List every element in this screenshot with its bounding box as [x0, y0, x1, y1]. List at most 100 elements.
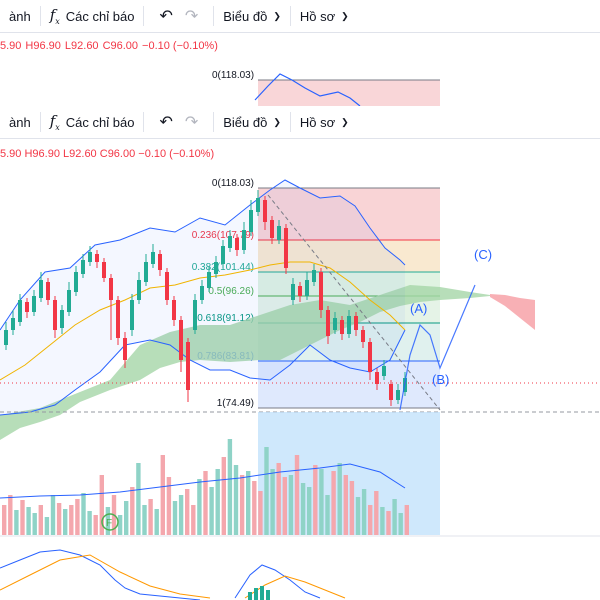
candle-body — [116, 300, 120, 338]
change-value: −0.10 (−0.10%) — [138, 148, 215, 160]
volume-bar — [252, 481, 257, 535]
volume-bar — [117, 515, 123, 535]
event-marker[interactable] — [101, 513, 119, 531]
candle-body — [312, 270, 316, 282]
candle-body — [354, 316, 358, 330]
indicators-button[interactable]: fx Các chỉ báo — [41, 106, 144, 138]
profile-menu-ghost[interactable]: Hồ sơ ❯ — [291, 0, 358, 32]
toolbar-divider — [39, 112, 41, 132]
candle-body — [39, 280, 43, 298]
undo-redo-group: ↶ ↷ — [144, 106, 213, 138]
elliott-wave-projection[interactable]: (A) (B) (C) — [399, 247, 492, 411]
volume-bar — [191, 505, 196, 535]
candle-body — [32, 296, 36, 312]
candle-body — [172, 300, 176, 320]
high-value: H96.90 — [24, 148, 60, 160]
fib-level-label: 1(74.49) — [217, 398, 254, 409]
candle-body — [263, 200, 267, 222]
toolbar-divider — [289, 6, 291, 26]
undo-icon[interactable]: ↶ — [159, 114, 173, 131]
volume-highlight — [258, 412, 440, 535]
volume-bar — [148, 499, 153, 535]
ghost-low-value: L92.60 — [64, 40, 99, 52]
chart-type-menu[interactable]: Biểu đồ ❯ — [214, 106, 290, 138]
candle-body — [270, 220, 274, 238]
volume-bar — [288, 475, 294, 535]
redo-icon[interactable]: ↷ — [184, 114, 199, 131]
candle-body — [368, 342, 372, 372]
trend-line[interactable] — [267, 194, 441, 411]
candle-body — [284, 228, 288, 268]
volume-bar — [142, 505, 147, 535]
volume-bar — [300, 483, 306, 535]
volume-bar — [63, 509, 68, 535]
volume-bar — [361, 489, 367, 535]
candle-body — [193, 300, 197, 330]
toolbar-divider — [39, 6, 41, 26]
candle-body — [242, 230, 246, 250]
candle-body — [130, 300, 134, 330]
redo-icon[interactable]: ↷ — [184, 8, 199, 25]
volume-bar — [203, 471, 208, 535]
profile-menu[interactable]: Hồ sơ ❯ — [291, 106, 358, 138]
volume-bar — [105, 507, 111, 535]
layout-menu-ghost[interactable]: ành — [0, 0, 40, 32]
close-value: C96.00 — [99, 148, 136, 160]
candle-body — [95, 254, 99, 262]
chart-type-menu-ghost[interactable]: Biểu đồ ❯ — [214, 0, 290, 32]
wave-label-c: (C) — [474, 247, 492, 262]
volume-bar — [374, 491, 379, 535]
volume-bar — [349, 481, 355, 535]
volume-bar — [172, 501, 178, 535]
main-toolbar: ành fx Các chỉ báo ↶ ↷ Biểu đồ ❯ Hồ sơ ❯ — [0, 106, 600, 139]
volume-bar — [93, 515, 98, 535]
function-icon: fx — [49, 6, 60, 26]
volume-bar — [319, 469, 324, 535]
candle-body — [158, 254, 162, 270]
layout-menu[interactable]: ành — [0, 106, 40, 138]
volume-bar — [32, 513, 37, 535]
fib-level-label: 0(118.03) — [212, 178, 254, 189]
volume-bar — [313, 465, 318, 535]
event-marker-label: F — [106, 518, 112, 529]
undo-icon[interactable]: ↶ — [159, 8, 173, 25]
volume-bar — [392, 499, 397, 535]
candle-body — [137, 280, 141, 300]
candle-body — [25, 302, 29, 312]
wave-label-a: (A) — [410, 301, 427, 316]
volume-bar — [294, 455, 300, 535]
oscillator-line-blue-2 — [234, 564, 321, 599]
chevron-down-icon: ❯ — [341, 116, 349, 127]
volume-bar — [331, 471, 336, 535]
volume-bar — [307, 487, 312, 535]
volume-bar — [404, 505, 409, 535]
volume-bar — [130, 487, 135, 535]
low-value: L92.60 — [63, 148, 97, 160]
candle-body — [347, 316, 351, 334]
fib-level-label: 0.5(96.26) — [208, 286, 254, 297]
ichimoku-cloud-red — [490, 294, 535, 330]
candle-body — [4, 330, 8, 345]
candle-body — [228, 236, 232, 248]
undo-redo-group: ↶ ↷ — [144, 0, 213, 32]
volume-bar — [239, 475, 245, 535]
oscillator-line-orange — [0, 554, 211, 599]
volume-bar — [160, 455, 165, 535]
volume-bar — [8, 495, 13, 535]
volume-bar — [368, 505, 373, 535]
candle-body — [74, 272, 78, 292]
wave-path[interactable] — [399, 284, 476, 411]
candle-body — [53, 300, 57, 330]
volume-bar — [276, 463, 281, 535]
volume-bar — [44, 517, 50, 535]
volume-bar — [209, 487, 214, 535]
volume-bar — [227, 439, 233, 535]
indicators-button-ghost[interactable]: fx Các chỉ báo — [41, 0, 144, 32]
candle-body — [326, 310, 330, 336]
volume-bar — [154, 509, 159, 535]
indicators-label: Các chỉ báo — [65, 8, 135, 24]
volume-bar — [166, 477, 172, 535]
volume-bar — [56, 503, 62, 535]
candle-body — [144, 262, 148, 282]
